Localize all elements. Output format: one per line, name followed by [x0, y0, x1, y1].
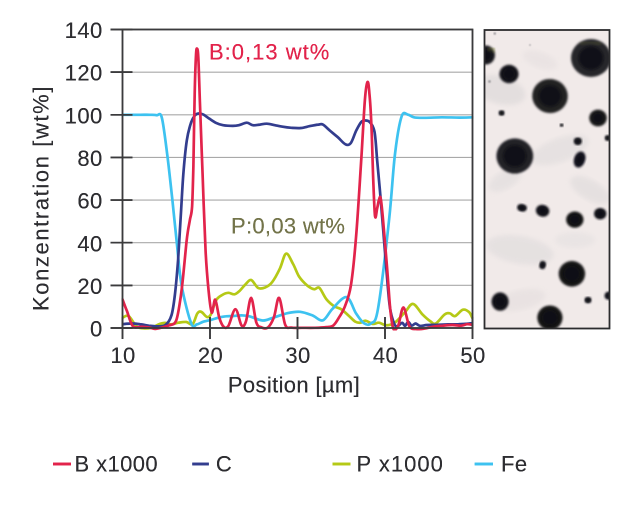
svg-text:40: 40 — [373, 343, 398, 368]
svg-text:10: 10 — [110, 343, 135, 368]
svg-text:B x1000: B x1000 — [75, 452, 159, 477]
svg-text:Fe: Fe — [501, 452, 527, 477]
svg-text:60: 60 — [77, 189, 102, 214]
svg-text:100: 100 — [65, 103, 103, 128]
svg-text:80: 80 — [77, 146, 102, 171]
svg-text:B:0,13 wt%: B:0,13 wt% — [209, 40, 330, 65]
svg-text:40: 40 — [373, 343, 398, 368]
svg-text:P x1000: P x1000 — [357, 452, 444, 477]
svg-text:120: 120 — [65, 61, 103, 86]
svg-text:40: 40 — [77, 231, 102, 256]
svg-text:C: C — [216, 452, 232, 477]
svg-text:P:0,03 wt%: P:0,03 wt% — [231, 214, 345, 239]
svg-text:B:0,13 wt%: B:0,13 wt% — [209, 40, 330, 65]
svg-text:40: 40 — [77, 231, 102, 256]
svg-text:0: 0 — [90, 317, 103, 342]
svg-text:Position [µm]: Position [µm] — [228, 373, 360, 398]
svg-text:20: 20 — [198, 343, 223, 368]
svg-text:Konzentration [wt%]: Konzentration [wt%] — [29, 85, 54, 311]
svg-text:Fe: Fe — [501, 452, 527, 477]
svg-text:P:0,03 wt%: P:0,03 wt% — [231, 214, 345, 239]
svg-text:30: 30 — [285, 343, 310, 368]
svg-text:30: 30 — [285, 343, 310, 368]
svg-text:140: 140 — [65, 18, 103, 43]
svg-text:60: 60 — [77, 189, 102, 214]
svg-text:20: 20 — [198, 343, 223, 368]
svg-text:80: 80 — [77, 146, 102, 171]
svg-text:10: 10 — [110, 343, 135, 368]
svg-text:0: 0 — [90, 317, 103, 342]
svg-text:B x1000: B x1000 — [75, 452, 159, 477]
svg-text:120: 120 — [65, 61, 103, 86]
svg-text:Position [µm]: Position [µm] — [228, 373, 360, 398]
svg-text:140: 140 — [65, 18, 103, 43]
svg-text:20: 20 — [77, 274, 102, 299]
svg-text:50: 50 — [460, 343, 485, 368]
svg-text:20: 20 — [77, 274, 102, 299]
svg-text:100: 100 — [65, 103, 103, 128]
svg-text:Konzentration [wt%]: Konzentration [wt%] — [29, 85, 54, 311]
svg-text:50: 50 — [460, 343, 485, 368]
svg-text:P x1000: P x1000 — [357, 452, 444, 477]
svg-text:C: C — [216, 452, 232, 477]
